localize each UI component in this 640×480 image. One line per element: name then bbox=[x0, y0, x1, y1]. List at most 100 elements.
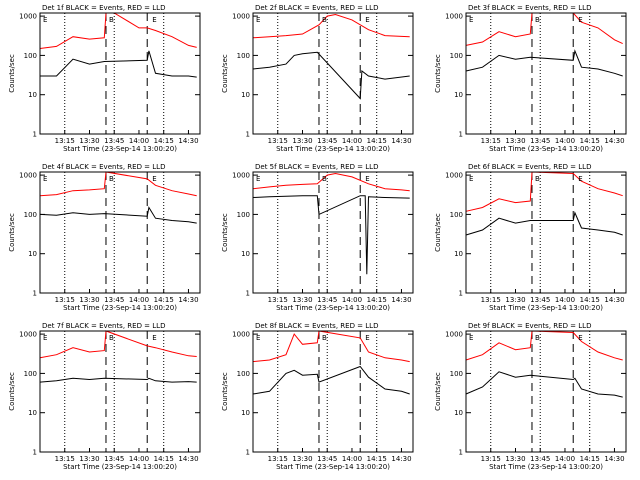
x-tick-label: 14:15 bbox=[367, 137, 387, 145]
chart-title: Det 1f BLACK = Events, RED = LLD bbox=[42, 4, 165, 12]
phase-marker: E bbox=[256, 16, 260, 24]
chart-panel-9: Det 9f BLACK = Events, RED = LLD 1 10 100 10… bbox=[434, 322, 627, 471]
lld-series-line bbox=[39, 171, 197, 197]
lld-series-line bbox=[252, 330, 410, 363]
x-tick-label: 14:30 bbox=[604, 455, 624, 463]
phase-marker: B bbox=[109, 175, 114, 183]
lld-series-line bbox=[39, 330, 197, 359]
lld-series-line bbox=[465, 12, 623, 46]
x-tick-label: 14:30 bbox=[391, 455, 411, 463]
lld-series-line bbox=[465, 171, 623, 212]
chart-title: Det 6f BLACK = Events, RED = LLD bbox=[468, 163, 591, 171]
phase-marker: E bbox=[578, 334, 582, 342]
y-tick-label: 1 bbox=[246, 131, 250, 139]
events-series-line bbox=[252, 195, 410, 275]
x-tick-label: 13:15 bbox=[55, 137, 75, 145]
x-tick-label: 13:15 bbox=[55, 455, 75, 463]
plot-frame bbox=[252, 330, 414, 453]
plot-frame bbox=[252, 171, 414, 294]
x-tick-label: 13:45 bbox=[530, 455, 550, 463]
x-axis-label: Start Time (23-Sep-14 13:00:20) bbox=[63, 463, 177, 471]
chart-panel-8: Det 8f BLACK = Events, RED = LLD 1 10 100 10… bbox=[221, 322, 414, 471]
x-tick-label: 14:30 bbox=[178, 296, 198, 304]
x-tick-label: 14:15 bbox=[580, 137, 600, 145]
x-tick-label: 14:30 bbox=[604, 137, 624, 145]
x-tick-label: 13:45 bbox=[317, 296, 337, 304]
y-tick-label: 1 bbox=[459, 449, 463, 457]
y-tick-label: 10 bbox=[28, 409, 37, 417]
y-tick-label: 10 bbox=[454, 91, 463, 99]
x-tick-label: 13:15 bbox=[481, 137, 501, 145]
x-tick-label: 13:30 bbox=[79, 455, 99, 463]
y-axis-label: Counts/sec bbox=[221, 213, 229, 252]
x-tick-label: 14:00 bbox=[129, 137, 149, 145]
x-tick-label: 13:45 bbox=[317, 137, 337, 145]
y-tick-label: 1 bbox=[459, 131, 463, 139]
events-series-line bbox=[39, 206, 197, 224]
phase-marker: B bbox=[535, 334, 540, 342]
y-tick-label: 100 bbox=[237, 211, 250, 219]
plot-frame bbox=[465, 171, 627, 294]
events-series-line bbox=[465, 211, 623, 236]
y-tick-label: 10 bbox=[454, 250, 463, 258]
chart-panel-7: Det 7f BLACK = Events, RED = LLD 1 10 100 10… bbox=[8, 322, 201, 471]
x-axis-label: Start Time (23-Sep-14 13:00:20) bbox=[276, 304, 390, 312]
events-series-line bbox=[465, 49, 623, 77]
y-tick-label: 100 bbox=[24, 370, 37, 378]
y-tick-label: 100 bbox=[24, 52, 37, 60]
phase-marker: B bbox=[535, 175, 540, 183]
x-tick-label: 14:30 bbox=[178, 137, 198, 145]
x-tick-label: 13:15 bbox=[481, 296, 501, 304]
events-series-line bbox=[252, 365, 410, 395]
x-tick-label: 13:45 bbox=[530, 137, 550, 145]
plot-frame bbox=[39, 330, 201, 453]
events-series-line bbox=[252, 51, 410, 100]
x-tick-label: 14:15 bbox=[154, 137, 174, 145]
x-tick-label: 14:00 bbox=[342, 137, 362, 145]
x-tick-label: 13:15 bbox=[55, 296, 75, 304]
y-tick-label: 10 bbox=[28, 91, 37, 99]
phase-marker: E bbox=[469, 16, 473, 24]
y-tick-label: 1000 bbox=[445, 13, 463, 21]
y-tick-label: 10 bbox=[241, 409, 250, 417]
phase-marker: B bbox=[322, 175, 327, 183]
y-axis-label: Counts/sec bbox=[221, 372, 229, 411]
x-tick-label: 13:15 bbox=[268, 455, 288, 463]
chart-title: Det 8f BLACK = Events, RED = LLD bbox=[255, 322, 378, 330]
y-tick-label: 100 bbox=[450, 370, 463, 378]
lld-series-line bbox=[252, 172, 410, 192]
events-series-line bbox=[465, 371, 623, 398]
phase-marker: E bbox=[256, 334, 260, 342]
lld-series-line bbox=[252, 13, 410, 39]
x-tick-label: 14:00 bbox=[342, 455, 362, 463]
y-axis-label: Counts/sec bbox=[8, 372, 16, 411]
x-tick-label: 13:30 bbox=[79, 137, 99, 145]
y-tick-label: 1000 bbox=[232, 13, 250, 21]
chart-panel-3: Det 3f BLACK = Events, RED = LLD 1 10 100 10… bbox=[434, 4, 627, 153]
events-series-line bbox=[39, 377, 197, 383]
y-tick-label: 1000 bbox=[19, 13, 37, 21]
x-tick-label: 13:15 bbox=[268, 296, 288, 304]
x-tick-label: 14:15 bbox=[367, 296, 387, 304]
x-tick-label: 14:15 bbox=[154, 455, 174, 463]
x-tick-label: 13:45 bbox=[104, 137, 124, 145]
x-tick-label: 14:30 bbox=[391, 137, 411, 145]
chart-title: Det 5f BLACK = Events, RED = LLD bbox=[255, 163, 378, 171]
plot-frame bbox=[39, 171, 201, 294]
x-tick-label: 14:00 bbox=[555, 455, 575, 463]
x-axis-label: Start Time (23-Sep-14 13:00:20) bbox=[63, 145, 177, 153]
plot-frame bbox=[465, 330, 627, 453]
phase-marker: B bbox=[109, 334, 114, 342]
phase-marker: E bbox=[43, 175, 47, 183]
chart-title: Det 4f BLACK = Events, RED = LLD bbox=[42, 163, 165, 171]
y-tick-label: 1 bbox=[459, 290, 463, 298]
x-axis-label: Start Time (23-Sep-14 13:00:20) bbox=[63, 304, 177, 312]
y-axis-label: Counts/sec bbox=[434, 213, 442, 252]
phase-marker: E bbox=[152, 334, 156, 342]
y-tick-label: 10 bbox=[28, 250, 37, 258]
lld-series-line bbox=[39, 12, 197, 49]
phase-marker: E bbox=[365, 334, 369, 342]
phase-marker: B bbox=[109, 16, 114, 24]
phase-marker: E bbox=[578, 16, 582, 24]
